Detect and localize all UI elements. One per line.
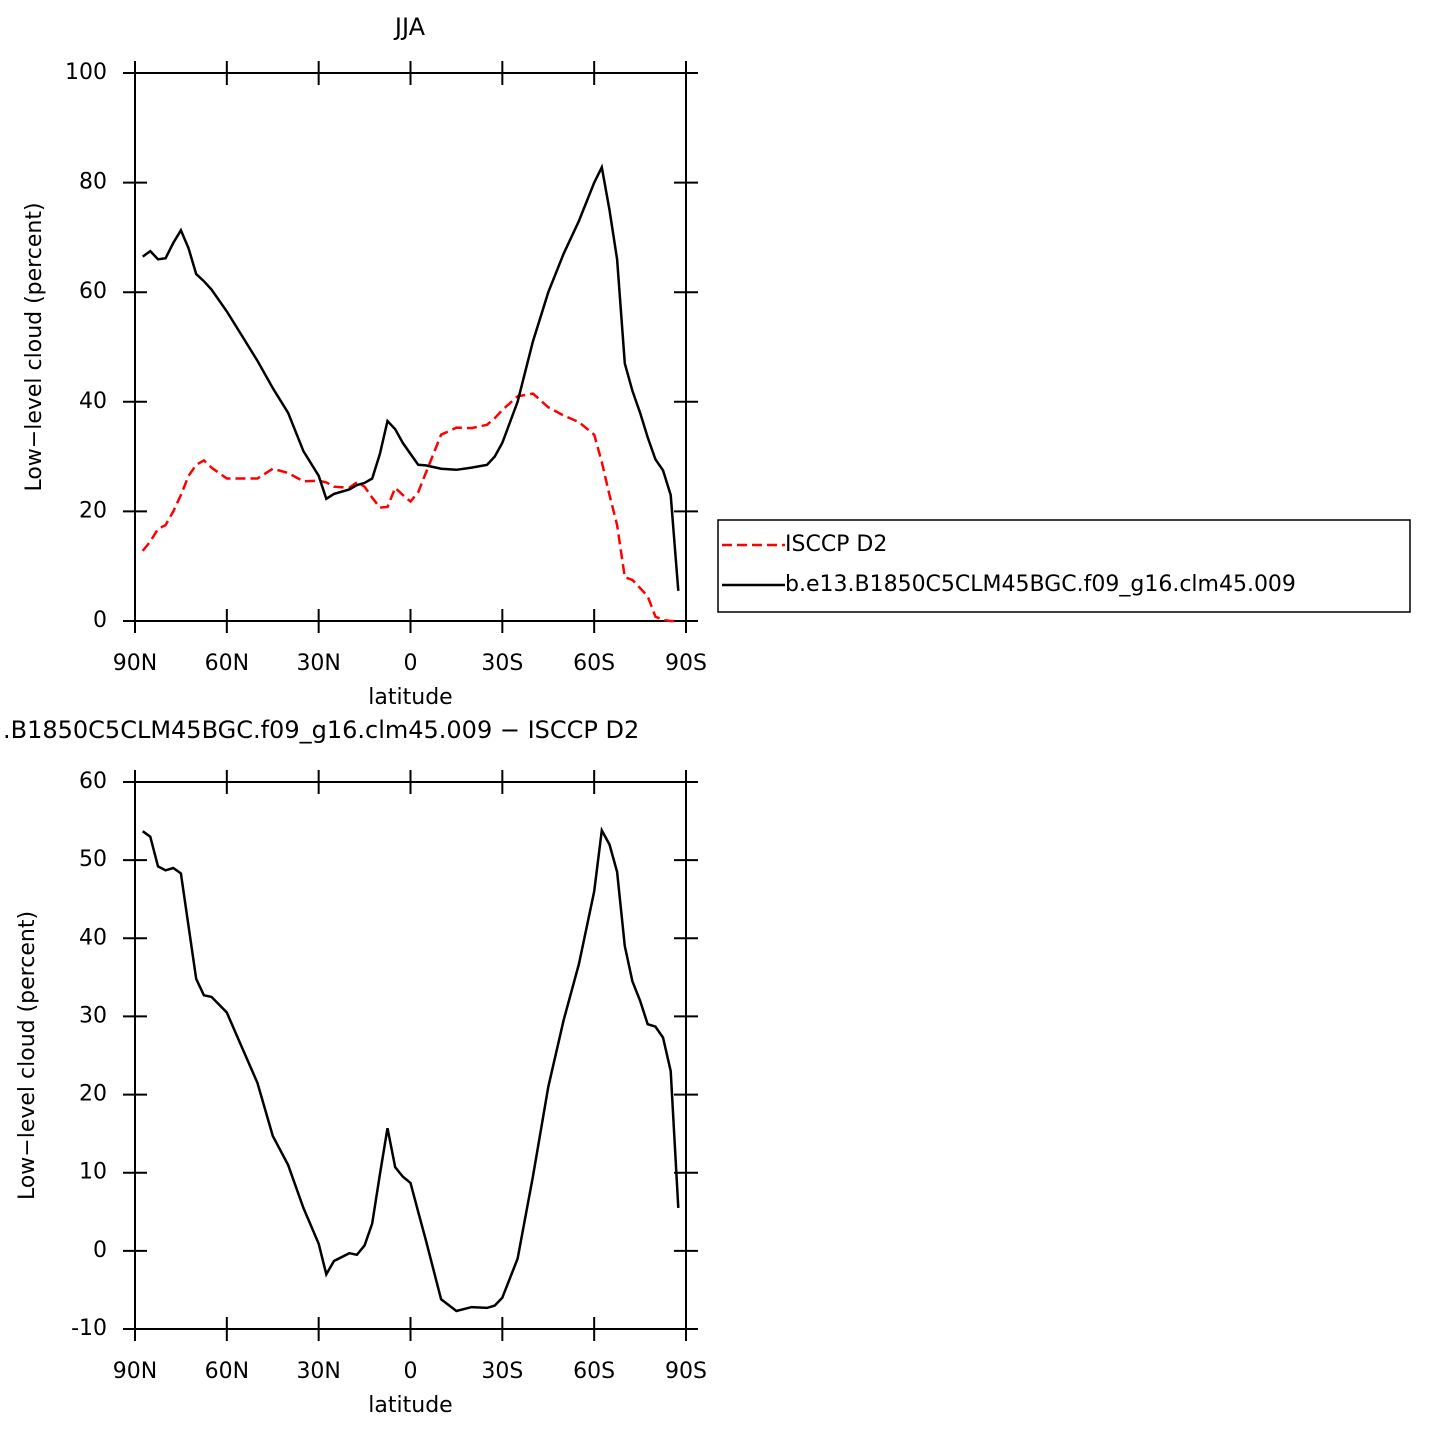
y-tick-label: 60 — [79, 279, 107, 304]
legend-box — [717, 519, 1411, 613]
y-axis-label: Low−level cloud (percent) — [15, 911, 40, 1200]
legend-label: ISCCP D2 — [785, 532, 887, 557]
y-tick-label: 80 — [79, 170, 107, 195]
x-tick-label: 60N — [205, 651, 249, 676]
x-tick-label: 60S — [573, 651, 615, 676]
y-tick-label: 60 — [79, 769, 107, 794]
x-tick-label: 0 — [404, 1359, 418, 1384]
plot-frame — [134, 781, 687, 1330]
x-tick-label: 90N — [113, 651, 157, 676]
x-tick-label: 60S — [573, 1359, 615, 1384]
data-line — [141, 392, 679, 623]
y-tick-label: 40 — [79, 389, 107, 414]
x-tick-label: 30S — [481, 651, 523, 676]
y-tick-label: 10 — [79, 1160, 107, 1185]
y-tick-label: -10 — [71, 1316, 107, 1341]
legend-label: b.e13.B1850C5CLM45BGC.f09_g16.clm45.009 — [785, 572, 1296, 597]
x-tick-label: 90N — [113, 1359, 157, 1384]
data-line — [141, 826, 680, 1313]
chart-title: .B1850C5CLM45BGC.f09_g16.clm45.009 − ISC… — [3, 716, 639, 744]
x-tick-label: 0 — [404, 651, 418, 676]
y-tick-label: 20 — [79, 1082, 107, 1107]
y-tick-label: 50 — [79, 847, 107, 872]
y-axis-label: Low−level cloud (percent) — [22, 202, 47, 491]
chart-title: JJA — [393, 13, 426, 41]
x-tick-label: 30N — [296, 651, 340, 676]
x-axis-label: latitude — [368, 685, 452, 710]
x-tick-label: 30S — [481, 1359, 523, 1384]
plot-frame — [134, 72, 687, 622]
y-tick-label: 30 — [79, 1003, 107, 1028]
x-axis-label: latitude — [368, 1393, 452, 1418]
x-tick-label: 30N — [296, 1359, 340, 1384]
y-tick-label: 0 — [93, 1238, 107, 1263]
y-tick-label: 0 — [93, 608, 107, 633]
x-tick-label: 90S — [665, 651, 707, 676]
y-tick-label: 100 — [65, 60, 107, 85]
x-tick-label: 90S — [665, 1359, 707, 1384]
x-tick-label: 60N — [205, 1359, 249, 1384]
data-line — [141, 163, 680, 591]
y-tick-label: 40 — [79, 925, 107, 950]
y-tick-label: 20 — [79, 498, 107, 523]
